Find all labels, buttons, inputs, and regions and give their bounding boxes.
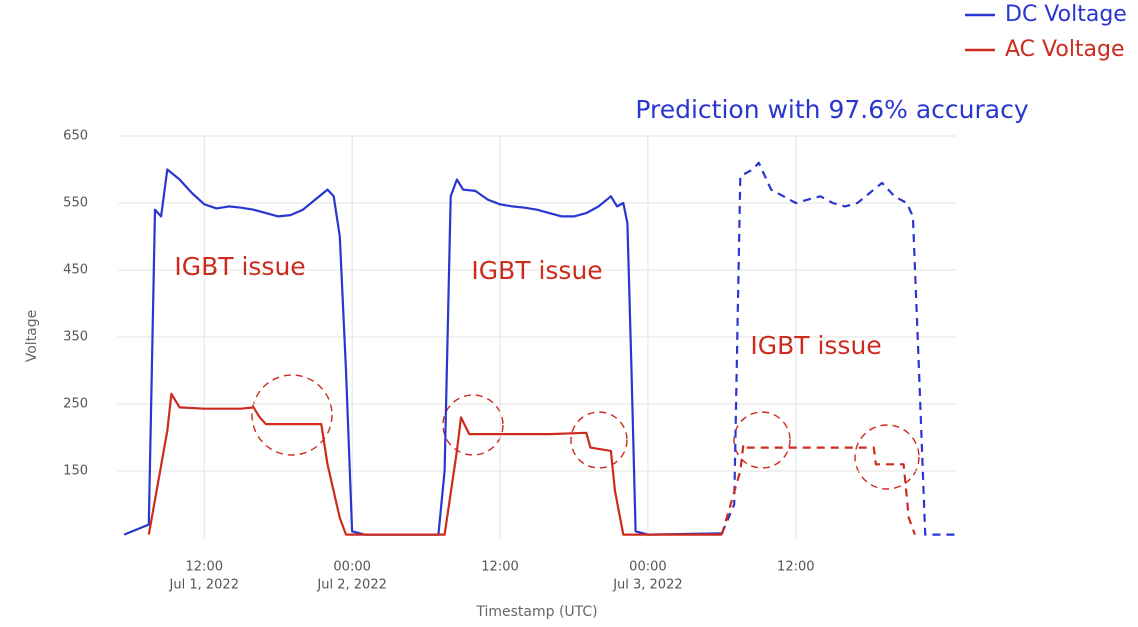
- annotation: IGBT issue: [471, 256, 602, 285]
- y-tick-label: 150: [63, 464, 88, 479]
- annotation: IGBT issue: [750, 331, 881, 360]
- legend-label: AC Voltage: [1005, 37, 1125, 62]
- highlight-circles: [251, 374, 920, 490]
- x-tick-date: Jul 2, 2022: [316, 578, 386, 593]
- x-axis-label: Timestamp (UTC): [475, 604, 597, 620]
- forecast-line: [720, 443, 916, 535]
- annotation: IGBT issue: [174, 252, 305, 281]
- forecast-line: [720, 161, 956, 536]
- series-line: [123, 168, 722, 536]
- x-tick-label: 12:00: [186, 560, 223, 575]
- y-tick-label: 650: [63, 129, 88, 144]
- y-axis-label: Voltage: [24, 310, 40, 363]
- y-tick-label: 450: [63, 263, 88, 278]
- y-tick-label: 350: [63, 330, 88, 345]
- x-tick-date: Jul 3, 2022: [612, 578, 682, 593]
- legend-label: DC Voltage: [1005, 2, 1127, 27]
- series-line: [147, 392, 722, 536]
- x-tick-label: 12:00: [481, 560, 518, 575]
- y-tick-label: 550: [63, 196, 88, 211]
- circle: [251, 374, 333, 456]
- x-tick-date: Jul 1, 2022: [169, 578, 239, 593]
- circle: [442, 394, 504, 456]
- circle: [854, 424, 920, 490]
- circle: [570, 411, 628, 469]
- x-tick-label: 12:00: [777, 560, 814, 575]
- plot: 150 250 350 450 550 650 12:00 Jul 1, 2022 00:00 J…: [63, 2, 1127, 593]
- x-tick-label: 00:00: [333, 560, 370, 575]
- x-tick-label: 00:00: [629, 560, 666, 575]
- y-tick-label: 250: [63, 397, 88, 412]
- circle: [733, 411, 791, 469]
- subtitle: Prediction with 97.6% accuracy: [635, 95, 1028, 124]
